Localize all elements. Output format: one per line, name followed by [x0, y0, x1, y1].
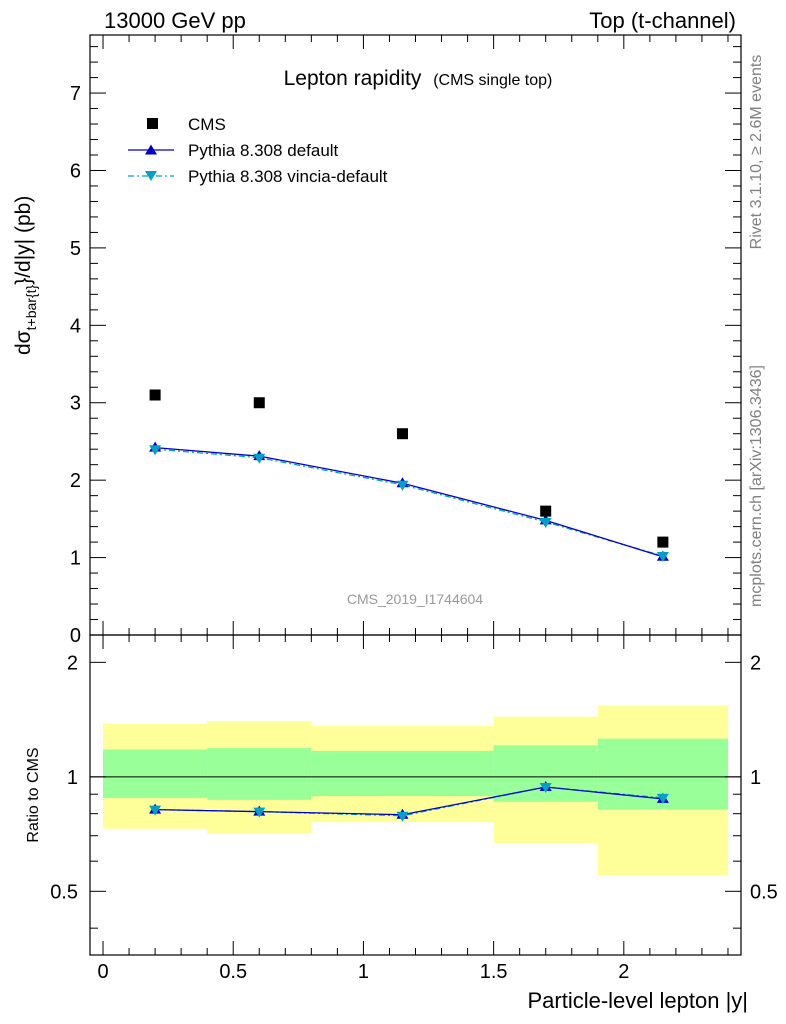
- y-tick-label: 0: [70, 625, 81, 647]
- legend-marker-default: [145, 144, 157, 155]
- ratio-y-tick-label: 0.5: [50, 881, 78, 903]
- ratio-vincia-point: [539, 783, 552, 794]
- default-line: [155, 446, 664, 558]
- vincia-line: [155, 448, 664, 557]
- legend-label-cms: CMS: [188, 115, 226, 134]
- vincia-point: [253, 453, 266, 464]
- ratio-vincia-point: [656, 793, 669, 804]
- x-axis-label: Particle-level lepton |y|: [527, 988, 748, 1013]
- x-tick-label: 1.5: [480, 961, 508, 983]
- header-left: 13000 GeV pp: [104, 8, 246, 33]
- vincia-point: [539, 517, 552, 528]
- vincia-point: [396, 480, 409, 491]
- legend-label-vincia: Pythia 8.308 vincia-default: [188, 167, 388, 186]
- ratio-band-inner: [311, 750, 494, 797]
- ratio-vincia-point: [253, 807, 266, 818]
- ratio-vincia-point: [149, 805, 162, 816]
- analysis-watermark: CMS_2019_I1744604: [347, 591, 483, 607]
- x-tick-label: 0.5: [219, 961, 247, 983]
- legend-marker-vincia: [145, 171, 157, 181]
- mcplots-label: mcplots.cern.ch [arXiv:1306.3436]: [748, 365, 765, 607]
- y-tick-label: 1: [70, 548, 81, 570]
- header-right: Top (t-channel): [589, 8, 736, 33]
- y-tick-label: 3: [70, 393, 81, 415]
- cms-point: [253, 397, 265, 409]
- y-tick-label: 6: [70, 160, 81, 182]
- y-tick-label: 5: [70, 238, 81, 260]
- chart-generated: 0 0.5 1 1.5 2 0 1 2 3 4 5 6 7 0.5 0.5 1 1 2 2: [50, 34, 778, 983]
- legend-label-default: Pythia 8.308 default: [188, 141, 339, 160]
- plot-title-main: Lepton rapidity: [284, 67, 422, 90]
- y-tick-label: 4: [70, 315, 81, 337]
- vincia-point: [656, 552, 669, 563]
- ratio-y-tick-label: 1: [67, 767, 78, 789]
- legend: CMS Pythia 8.308 default Pythia 8.308 vi…: [128, 115, 388, 186]
- ratio-y-tick-label-right: 1: [750, 767, 761, 789]
- ratio-vincia-point: [396, 811, 409, 822]
- cms-point: [149, 389, 161, 401]
- ylabel-d: d: [12, 343, 35, 355]
- ratio-band-inner: [207, 748, 312, 800]
- legend-marker-cms: [147, 118, 158, 129]
- cms-point: [657, 536, 669, 548]
- ratio-y-tick-label: 2: [67, 652, 78, 674]
- y-tick-label: 2: [70, 470, 81, 492]
- ratio-band-inner: [493, 745, 598, 802]
- plot-title: Lepton rapidity (CMS single top): [284, 67, 553, 90]
- rivet-label: Rivet 3.1.10, ≥ 2.6M events: [748, 55, 765, 250]
- y-axis-label-ratio: Ratio to CMS: [25, 747, 42, 842]
- ratio-y-tick-label-right: 0.5: [750, 881, 778, 903]
- cms-point: [540, 505, 552, 517]
- ylabel-sigma: σ: [12, 330, 35, 343]
- ylabel-subscript: t+bar{t}: [23, 284, 39, 330]
- cms-point: [396, 428, 408, 440]
- y-tick-label: 7: [70, 83, 81, 105]
- x-tick-label: 0: [97, 961, 108, 983]
- vincia-point: [149, 445, 162, 456]
- x-tick-label: 2: [618, 961, 629, 983]
- ylabel-rest: }/d|y| (pb): [12, 196, 35, 285]
- ratio-band-inner: [103, 749, 208, 798]
- y-axis-label-main: dσt+bar{t}}/d|y| (pb): [12, 196, 39, 355]
- x-tick-label: 1: [358, 961, 369, 983]
- plot-title-sub: (CMS single top): [433, 72, 552, 89]
- ratio-y-tick-label-right: 2: [750, 652, 761, 674]
